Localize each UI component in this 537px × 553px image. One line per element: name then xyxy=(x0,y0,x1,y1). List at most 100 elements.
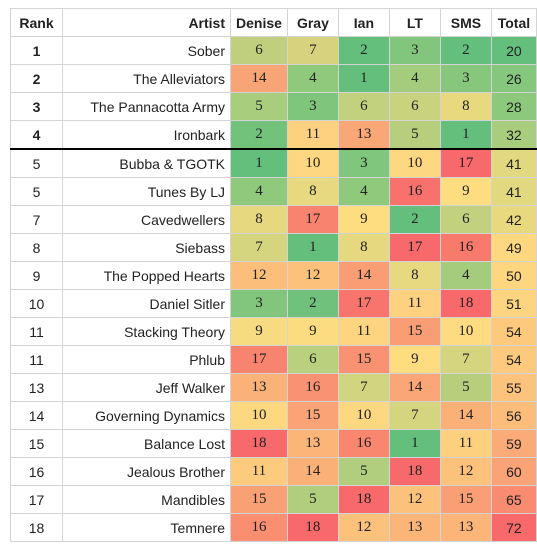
score-cell-sms[interactable]: 12 xyxy=(439,457,492,486)
score-cell-sms[interactable]: 3 xyxy=(439,64,492,93)
score-cell-sms[interactable]: 8 xyxy=(439,92,492,121)
score-cell-sms[interactable]: 18 xyxy=(439,289,492,318)
artist-cell[interactable]: Daniel Sitler xyxy=(62,289,231,318)
rank-cell[interactable]: 3 xyxy=(10,92,63,121)
score-cell-lt[interactable]: 2 xyxy=(388,205,441,234)
artist-cell[interactable]: Bubba & TGOTK xyxy=(62,148,231,178)
judge-header-lt[interactable]: LT xyxy=(388,8,441,37)
score-cell-lt[interactable]: 7 xyxy=(388,401,441,430)
rank-header[interactable]: Rank xyxy=(10,8,63,37)
rank-cell[interactable]: 13 xyxy=(10,373,63,402)
score-cell-gray[interactable]: 16 xyxy=(286,373,339,402)
score-cell-sms[interactable]: 15 xyxy=(439,485,492,514)
score-cell-denise[interactable]: 6 xyxy=(230,36,288,65)
score-cell-ian[interactable]: 11 xyxy=(337,317,390,346)
total-cell[interactable]: 50 xyxy=(490,261,537,290)
score-cell-gray[interactable]: 5 xyxy=(286,485,339,514)
score-cell-sms[interactable]: 1 xyxy=(439,120,492,150)
total-cell[interactable]: 59 xyxy=(490,429,537,458)
artist-cell[interactable]: The Alleviators xyxy=(62,64,231,93)
score-cell-ian[interactable]: 6 xyxy=(337,92,390,121)
score-cell-lt[interactable]: 5 xyxy=(388,120,441,150)
score-cell-sms[interactable]: 4 xyxy=(439,261,492,290)
score-cell-lt[interactable]: 8 xyxy=(388,261,441,290)
artist-cell[interactable]: Cavedwellers xyxy=(62,205,231,234)
score-cell-denise[interactable]: 18 xyxy=(230,429,288,458)
total-cell[interactable]: 65 xyxy=(490,485,537,514)
score-cell-denise[interactable]: 11 xyxy=(230,457,288,486)
artist-cell[interactable]: The Pannacotta Army xyxy=(62,92,231,121)
score-cell-sms[interactable]: 2 xyxy=(439,36,492,65)
rank-cell[interactable]: 8 xyxy=(10,233,63,262)
artist-cell[interactable]: Jealous Brother xyxy=(62,457,231,486)
score-cell-denise[interactable]: 1 xyxy=(230,148,288,178)
score-cell-gray[interactable]: 8 xyxy=(286,177,339,206)
score-cell-gray[interactable]: 1 xyxy=(286,233,339,262)
score-cell-gray[interactable]: 14 xyxy=(286,457,339,486)
score-cell-denise[interactable]: 13 xyxy=(230,373,288,402)
artist-cell[interactable]: Mandibles xyxy=(62,485,231,514)
score-cell-denise[interactable]: 4 xyxy=(230,177,288,206)
total-cell[interactable]: 49 xyxy=(490,233,537,262)
score-cell-sms[interactable]: 11 xyxy=(439,429,492,458)
score-cell-denise[interactable]: 10 xyxy=(230,401,288,430)
score-cell-ian[interactable]: 13 xyxy=(337,120,390,150)
score-cell-gray[interactable]: 3 xyxy=(286,92,339,121)
score-cell-ian[interactable]: 16 xyxy=(337,429,390,458)
total-cell[interactable]: 54 xyxy=(490,317,537,346)
rank-cell[interactable]: 5 xyxy=(10,177,63,206)
total-cell[interactable]: 41 xyxy=(490,148,537,178)
score-cell-lt[interactable]: 10 xyxy=(388,148,441,178)
score-cell-ian[interactable]: 4 xyxy=(337,177,390,206)
rank-cell[interactable]: 18 xyxy=(10,513,63,542)
rank-cell[interactable]: 10 xyxy=(10,289,63,318)
score-cell-gray[interactable]: 15 xyxy=(286,401,339,430)
total-cell[interactable]: 72 xyxy=(490,513,537,542)
score-cell-gray[interactable]: 17 xyxy=(286,205,339,234)
score-cell-sms[interactable]: 13 xyxy=(439,513,492,542)
artist-cell[interactable]: Balance Lost xyxy=(62,429,231,458)
artist-cell[interactable]: Tunes By LJ xyxy=(62,177,231,206)
score-cell-denise[interactable]: 9 xyxy=(230,317,288,346)
score-cell-gray[interactable]: 11 xyxy=(286,120,339,150)
score-cell-lt[interactable]: 16 xyxy=(388,177,441,206)
score-cell-denise[interactable]: 16 xyxy=(230,513,288,542)
score-cell-denise[interactable]: 14 xyxy=(230,64,288,93)
score-cell-sms[interactable]: 7 xyxy=(439,345,492,374)
artist-cell[interactable]: Siebass xyxy=(62,233,231,262)
total-cell[interactable]: 51 xyxy=(490,289,537,318)
judge-header-ian[interactable]: Ian xyxy=(337,8,390,37)
total-cell[interactable]: 41 xyxy=(490,177,537,206)
total-cell[interactable]: 54 xyxy=(490,345,537,374)
score-cell-ian[interactable]: 9 xyxy=(337,205,390,234)
artist-cell[interactable]: Ironbark xyxy=(62,120,231,150)
score-cell-ian[interactable]: 2 xyxy=(337,36,390,65)
artist-header[interactable]: Artist xyxy=(62,8,231,37)
score-cell-ian[interactable]: 8 xyxy=(337,233,390,262)
score-cell-lt[interactable]: 1 xyxy=(388,429,441,458)
total-cell[interactable]: 26 xyxy=(490,64,537,93)
score-cell-denise[interactable]: 8 xyxy=(230,205,288,234)
rank-cell[interactable]: 1 xyxy=(10,36,63,65)
score-cell-sms[interactable]: 5 xyxy=(439,373,492,402)
score-cell-lt[interactable]: 13 xyxy=(388,513,441,542)
score-cell-ian[interactable]: 7 xyxy=(337,373,390,402)
artist-cell[interactable]: Temnere xyxy=(62,513,231,542)
rank-cell[interactable]: 15 xyxy=(10,429,63,458)
score-cell-lt[interactable]: 6 xyxy=(388,92,441,121)
score-cell-gray[interactable]: 10 xyxy=(286,148,339,178)
score-cell-gray[interactable]: 6 xyxy=(286,345,339,374)
score-cell-denise[interactable]: 7 xyxy=(230,233,288,262)
score-cell-sms[interactable]: 6 xyxy=(439,205,492,234)
judge-header-sms[interactable]: SMS xyxy=(439,8,492,37)
score-cell-sms[interactable]: 9 xyxy=(439,177,492,206)
score-cell-sms[interactable]: 16 xyxy=(439,233,492,262)
judge-header-gray[interactable]: Gray xyxy=(286,8,339,37)
artist-cell[interactable]: Sober xyxy=(62,36,231,65)
score-cell-ian[interactable]: 1 xyxy=(337,64,390,93)
judge-header-denise[interactable]: Denise xyxy=(230,8,288,37)
rank-cell[interactable]: 5 xyxy=(10,148,63,178)
score-cell-lt[interactable]: 3 xyxy=(388,36,441,65)
total-cell[interactable]: 60 xyxy=(490,457,537,486)
score-cell-gray[interactable]: 2 xyxy=(286,289,339,318)
